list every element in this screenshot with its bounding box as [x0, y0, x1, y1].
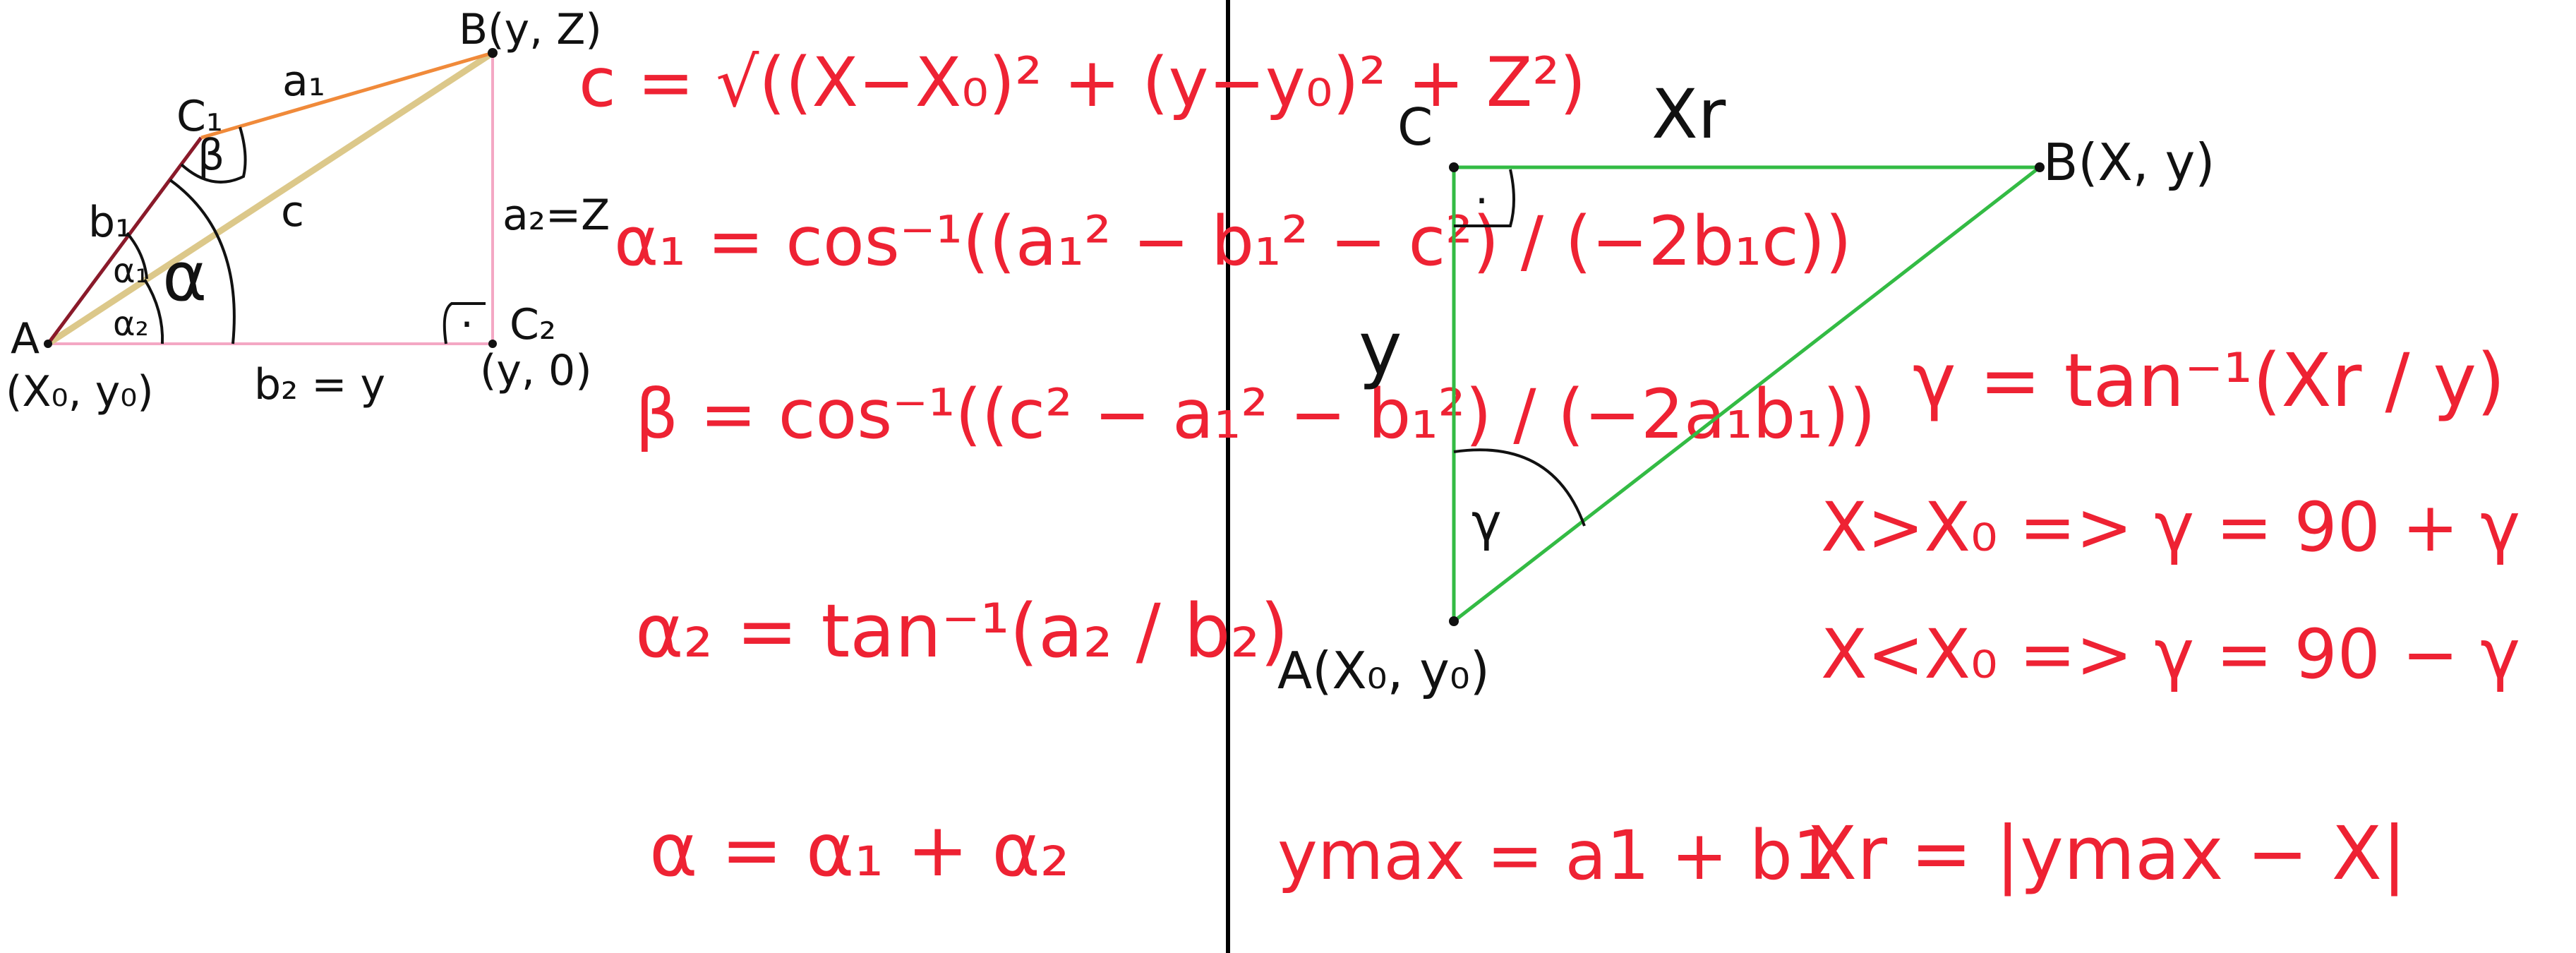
formula-alpha1: α₁ = cos⁻¹((a₁² − b₁² − c²) / (−2b₁c)) — [614, 202, 1852, 281]
label-c1: C₁ — [176, 92, 223, 141]
formula-gamma: γ = tan⁻¹(Xr / y) — [1913, 337, 2505, 424]
label-segment-a2: a₂=Z — [502, 191, 610, 240]
point-c2-dot — [488, 340, 497, 348]
label-side-y: y — [1359, 306, 1402, 392]
angle-gamma-arc — [1453, 448, 1586, 527]
label-segment-b2: b₂ = y — [254, 360, 385, 409]
point-b-dot-right — [2035, 162, 2045, 172]
right-angle-box-c — [1454, 169, 1515, 227]
segment-b1 — [46, 136, 203, 345]
label-c2: C₂ — [510, 300, 556, 349]
label-side-xr: Xr — [1651, 75, 1726, 154]
point-a-dot-right — [1449, 616, 1459, 626]
point-b-dot — [488, 48, 498, 58]
label-c2-coords: (y, 0) — [480, 346, 592, 395]
left-diagram: · A (X₀, y₀) B(y, Z) C₁ C₂ (y, 0) a₁ b₁ … — [6, 5, 610, 416]
angle-alpha-arc — [169, 179, 236, 344]
label-point-b: B(X, y) — [2043, 133, 2215, 192]
label-segment-b1: b₁ — [88, 198, 132, 247]
formula-c: c = √((X−X₀)² + (y−y₀)² + Z²) — [579, 43, 1586, 122]
label-point-c: C — [1397, 97, 1433, 157]
label-angle-alpha: α — [162, 237, 207, 316]
side-hypotenuse — [1452, 166, 2041, 623]
label-angle-alpha2: α₂ — [113, 304, 149, 344]
formula-alpha2: α₂ = tan⁻¹(a₂ / b₂) — [635, 588, 1289, 674]
label-a-coords: (X₀, y₀) — [6, 367, 154, 416]
left-formulas: c = √((X−X₀)² + (y−y₀)² + Z²) α₁ = cos⁻¹… — [579, 43, 1876, 893]
label-segment-a1: a₁ — [282, 56, 325, 106]
angle-beta-arc — [180, 126, 247, 184]
angle-alpha1-arc — [126, 232, 148, 280]
segment-c — [46, 50, 495, 347]
right-angle-mark-c: · — [1475, 176, 1488, 226]
formula-alpha: α = α₁ + α₂ — [649, 807, 1070, 893]
label-a: A — [11, 314, 40, 364]
formula-cond-lt: X<X₀ => γ = 90 − γ — [1821, 615, 2520, 694]
angle-alpha2-arc — [143, 278, 164, 344]
right-formulas: γ = tan⁻¹(Xr / y) X>X₀ => γ = 90 + γ X<X… — [1277, 337, 2520, 897]
formula-ymax: ymax = a1 + b1 — [1277, 816, 1836, 895]
label-angle-alpha1: α₁ — [113, 251, 149, 291]
formula-cond-gt: X>X₀ => γ = 90 + γ — [1821, 488, 2520, 567]
label-angle-gamma: γ — [1471, 493, 1502, 552]
label-segment-c: c — [281, 187, 304, 236]
right-angle-mark-c2: · — [460, 300, 474, 349]
formula-xr: Xr = |ymax − X| — [1807, 810, 2407, 897]
segment-a1 — [200, 51, 493, 140]
point-a-dot — [44, 340, 52, 348]
label-b: B(y, Z) — [459, 5, 602, 54]
label-point-a: A(X₀, y₀) — [1277, 641, 1490, 700]
right-angle-box-c2 — [443, 302, 486, 344]
right-diagram: · C B(X, y) A(X₀, y₀) Xr y γ — [1277, 75, 2215, 700]
formula-beta: β = cos⁻¹((c² − a₁² − b₁²) / (−2a₁b₁)) — [635, 375, 1876, 454]
label-angle-beta: β — [198, 131, 224, 180]
point-c-dot — [1449, 162, 1459, 172]
